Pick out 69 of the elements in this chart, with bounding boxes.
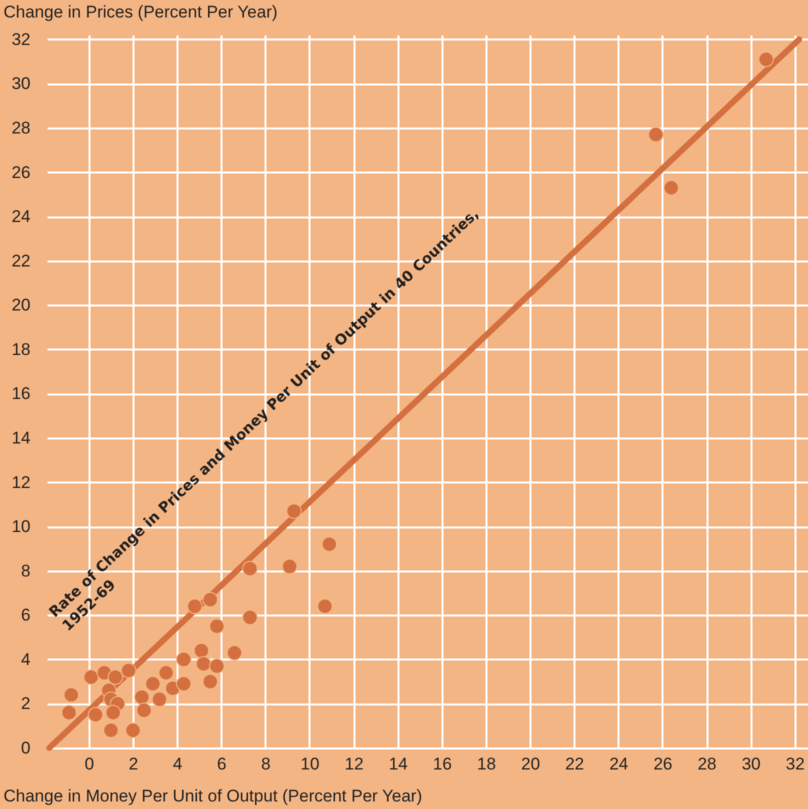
x-tick-label: 26	[653, 754, 672, 774]
point	[103, 722, 119, 738]
x-tick-label: 0	[84, 754, 94, 774]
y-tick-label: 14	[12, 428, 30, 448]
point	[194, 642, 210, 658]
y-tick-label: 28	[12, 118, 30, 138]
point	[226, 645, 242, 661]
point	[282, 558, 298, 574]
x-tick-label: 24	[609, 754, 628, 774]
point	[196, 656, 212, 672]
point	[64, 687, 80, 703]
x-tick-label: 16	[432, 754, 452, 774]
point	[61, 704, 77, 720]
y-tick-label: 0	[21, 738, 30, 758]
point	[134, 689, 150, 705]
point	[202, 674, 218, 690]
point	[108, 669, 124, 685]
x-tick-label: 18	[476, 754, 496, 774]
y-tick-label: 6	[21, 606, 30, 625]
y-tick-label: 12	[12, 472, 30, 492]
x-tick-label: 32	[786, 754, 805, 774]
point	[187, 598, 203, 614]
x-tick-label: 22	[565, 754, 584, 774]
x-tick-label: 2	[128, 754, 138, 774]
y-tick-label: 10	[12, 517, 30, 536]
point	[648, 126, 664, 142]
y-tick-label: 30	[12, 74, 30, 94]
y-tick-label: 20	[12, 296, 30, 315]
point	[136, 702, 152, 718]
point	[83, 669, 99, 685]
x-axis-title: Change in Money Per Unit of Output (Percent Per Year)	[4, 786, 422, 806]
point	[209, 618, 225, 634]
y-tick-label: 32	[12, 30, 30, 49]
y-tick-label: 16	[12, 384, 30, 404]
x-tick-label: 8	[261, 754, 271, 774]
point	[176, 652, 192, 668]
point	[176, 676, 192, 692]
point	[145, 676, 161, 692]
y-tick-label: 2	[21, 694, 30, 714]
x-tick-label: 28	[698, 754, 716, 774]
y-tick-label: 26	[12, 162, 30, 182]
point	[105, 704, 121, 720]
x-tick-label: 14	[388, 754, 408, 774]
x-tick-label: 30	[742, 754, 761, 774]
point	[317, 598, 333, 614]
point	[758, 52, 774, 68]
point	[242, 610, 258, 626]
point	[88, 707, 104, 723]
point	[209, 658, 225, 674]
point	[242, 560, 258, 576]
point	[125, 722, 141, 738]
y-tick-label: 22	[12, 251, 30, 270]
x-tick-label: 10	[300, 754, 320, 774]
y-axis-title: Change in Prices (Percent Per Year)	[4, 2, 278, 22]
x-tick-label: 6	[217, 754, 226, 774]
x-tick-label: 4	[172, 754, 182, 774]
y-tick-label: 8	[21, 561, 30, 580]
point	[120, 662, 136, 678]
y-tick-label: 4	[21, 650, 30, 669]
point	[158, 664, 174, 680]
point	[286, 503, 302, 519]
point	[322, 536, 338, 552]
point	[202, 592, 218, 608]
x-tick-label: 20	[521, 754, 540, 774]
point	[152, 692, 168, 708]
y-tick-label: 18	[12, 340, 30, 359]
x-tick-label: 12	[344, 754, 364, 774]
y-tick-label: 24	[12, 207, 30, 226]
point	[663, 180, 679, 196]
